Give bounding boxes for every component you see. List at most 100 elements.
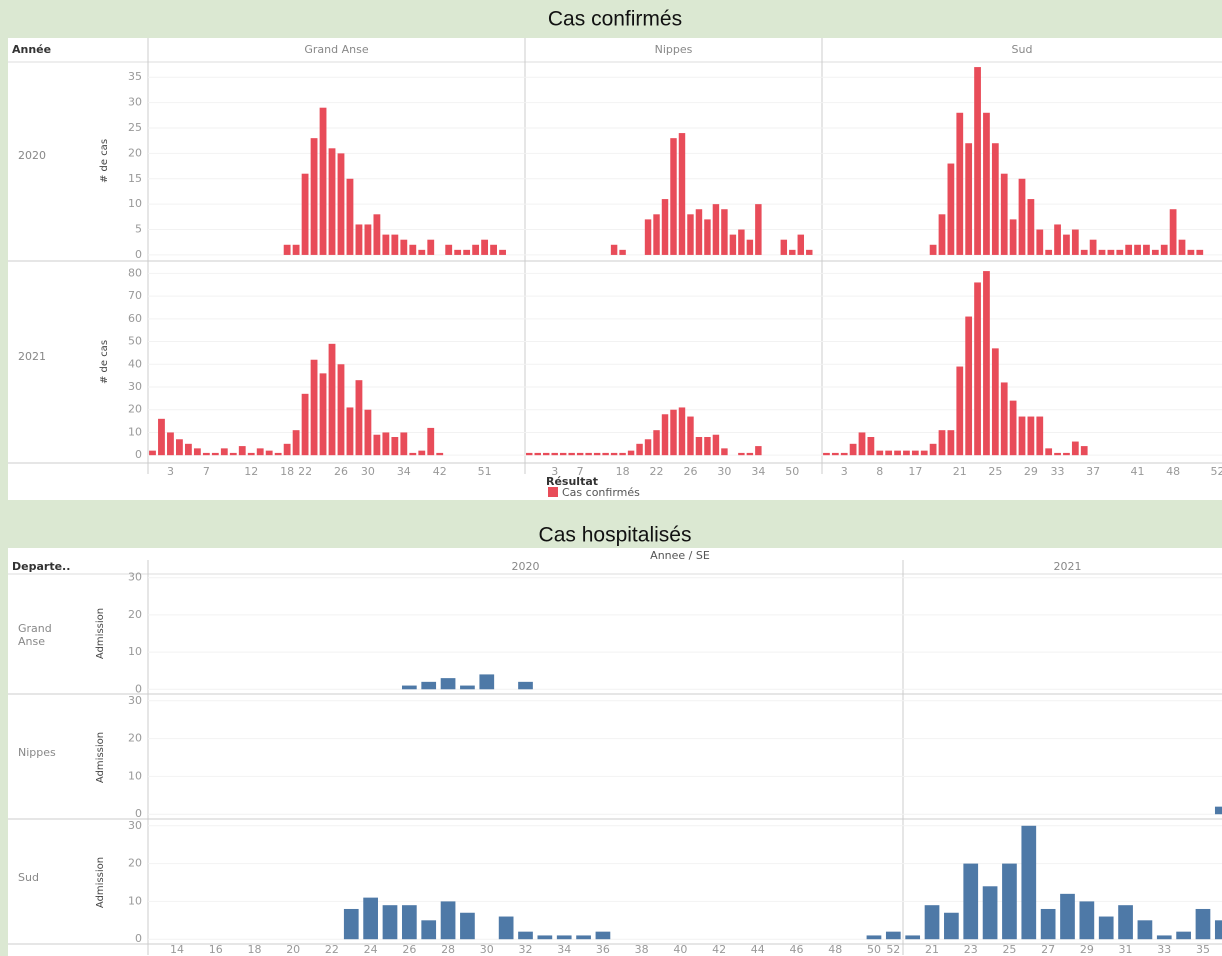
bar — [858, 432, 866, 456]
bar — [1000, 382, 1008, 456]
bar — [499, 249, 506, 255]
y-tick-label: 30 — [128, 571, 142, 584]
bar — [364, 409, 372, 456]
x-tick-label: 34 — [397, 465, 411, 478]
bar — [1214, 806, 1222, 815]
bar — [1045, 448, 1053, 456]
bar — [1071, 441, 1079, 456]
y-tick-label: 15 — [128, 172, 142, 185]
bar — [427, 239, 435, 255]
x-tick-label: 44 — [751, 943, 765, 956]
x-tick-label: 33 — [1051, 465, 1065, 478]
bar — [292, 244, 300, 255]
bar — [409, 452, 417, 456]
bar — [310, 359, 318, 456]
y-tick-label: 10 — [128, 197, 142, 210]
y-tick-label: 0 — [135, 448, 142, 461]
bar — [849, 443, 857, 456]
x-tick-label: 35 — [1196, 943, 1210, 956]
bar — [1176, 931, 1191, 940]
y-tick-label: 20 — [128, 857, 142, 870]
row-label: 2020 — [18, 149, 46, 162]
y-tick-label: 10 — [128, 894, 142, 907]
bar — [382, 905, 398, 940]
x-tick-label: 30 — [361, 465, 375, 478]
row-label: Grand Anse — [18, 621, 52, 648]
bar — [401, 905, 417, 940]
bar — [920, 450, 928, 456]
bar — [670, 138, 677, 255]
bar — [400, 239, 408, 255]
bar — [924, 905, 940, 940]
bar — [991, 348, 999, 456]
bar — [965, 143, 973, 255]
bar — [729, 234, 737, 255]
bar — [956, 112, 964, 255]
bar — [644, 439, 652, 456]
bar — [346, 407, 354, 456]
bar — [418, 249, 426, 255]
bar — [1060, 893, 1075, 940]
y-axis-label: # de cas — [99, 139, 110, 183]
bar — [400, 432, 408, 456]
bar — [337, 364, 345, 456]
bar — [1160, 244, 1168, 255]
x-tick-label: 8 — [876, 465, 883, 478]
bar — [427, 427, 435, 456]
bar — [1196, 249, 1204, 255]
y-axis-label: # de cas — [99, 340, 110, 384]
bar — [421, 681, 437, 690]
x-tick-label: 38 — [635, 943, 649, 956]
bar — [780, 239, 788, 255]
bar — [738, 229, 745, 255]
bar — [1195, 908, 1211, 940]
bar — [274, 452, 282, 456]
bar — [247, 452, 255, 456]
bar — [363, 897, 378, 940]
bar — [947, 430, 955, 456]
bar — [559, 452, 567, 456]
bar — [602, 452, 609, 456]
bar — [867, 437, 875, 456]
bar — [661, 414, 669, 456]
x-tick-label: 23 — [964, 943, 978, 956]
x-tick-label: 34 — [557, 943, 571, 956]
bar — [797, 234, 805, 255]
y-axis-label: Admission — [95, 857, 106, 908]
bar — [885, 450, 893, 456]
bar — [576, 935, 591, 940]
bar — [974, 67, 981, 255]
legend-label: Cas confirmés — [562, 486, 640, 499]
bar — [1071, 229, 1079, 255]
bar — [176, 439, 183, 456]
bar — [568, 452, 575, 456]
column-label: Nippes — [655, 43, 693, 56]
bar — [653, 430, 660, 456]
y-tick-label: 60 — [128, 312, 142, 325]
y-tick-label: 20 — [128, 146, 142, 159]
x-tick-label: 7 — [577, 465, 584, 478]
bar — [463, 249, 471, 255]
column-label: Grand Anse — [304, 43, 368, 56]
bar — [1009, 400, 1017, 456]
x-tick-label: 42 — [433, 465, 447, 478]
bar — [292, 430, 300, 456]
y-tick-label: 25 — [128, 121, 142, 134]
x-tick-label: 21 — [925, 943, 939, 956]
x-tick-label: 18 — [616, 465, 630, 478]
bar — [490, 244, 497, 255]
bar — [1021, 825, 1037, 940]
x-tick-label: 3 — [167, 465, 174, 478]
bar — [551, 452, 558, 456]
bar — [595, 931, 611, 940]
bar — [1098, 916, 1114, 940]
bar — [283, 443, 291, 456]
bar — [1036, 229, 1044, 255]
bar — [542, 452, 550, 456]
bar — [876, 450, 884, 456]
bar — [974, 282, 981, 456]
bar — [1116, 249, 1124, 255]
bar — [576, 452, 584, 456]
bar — [746, 452, 754, 456]
